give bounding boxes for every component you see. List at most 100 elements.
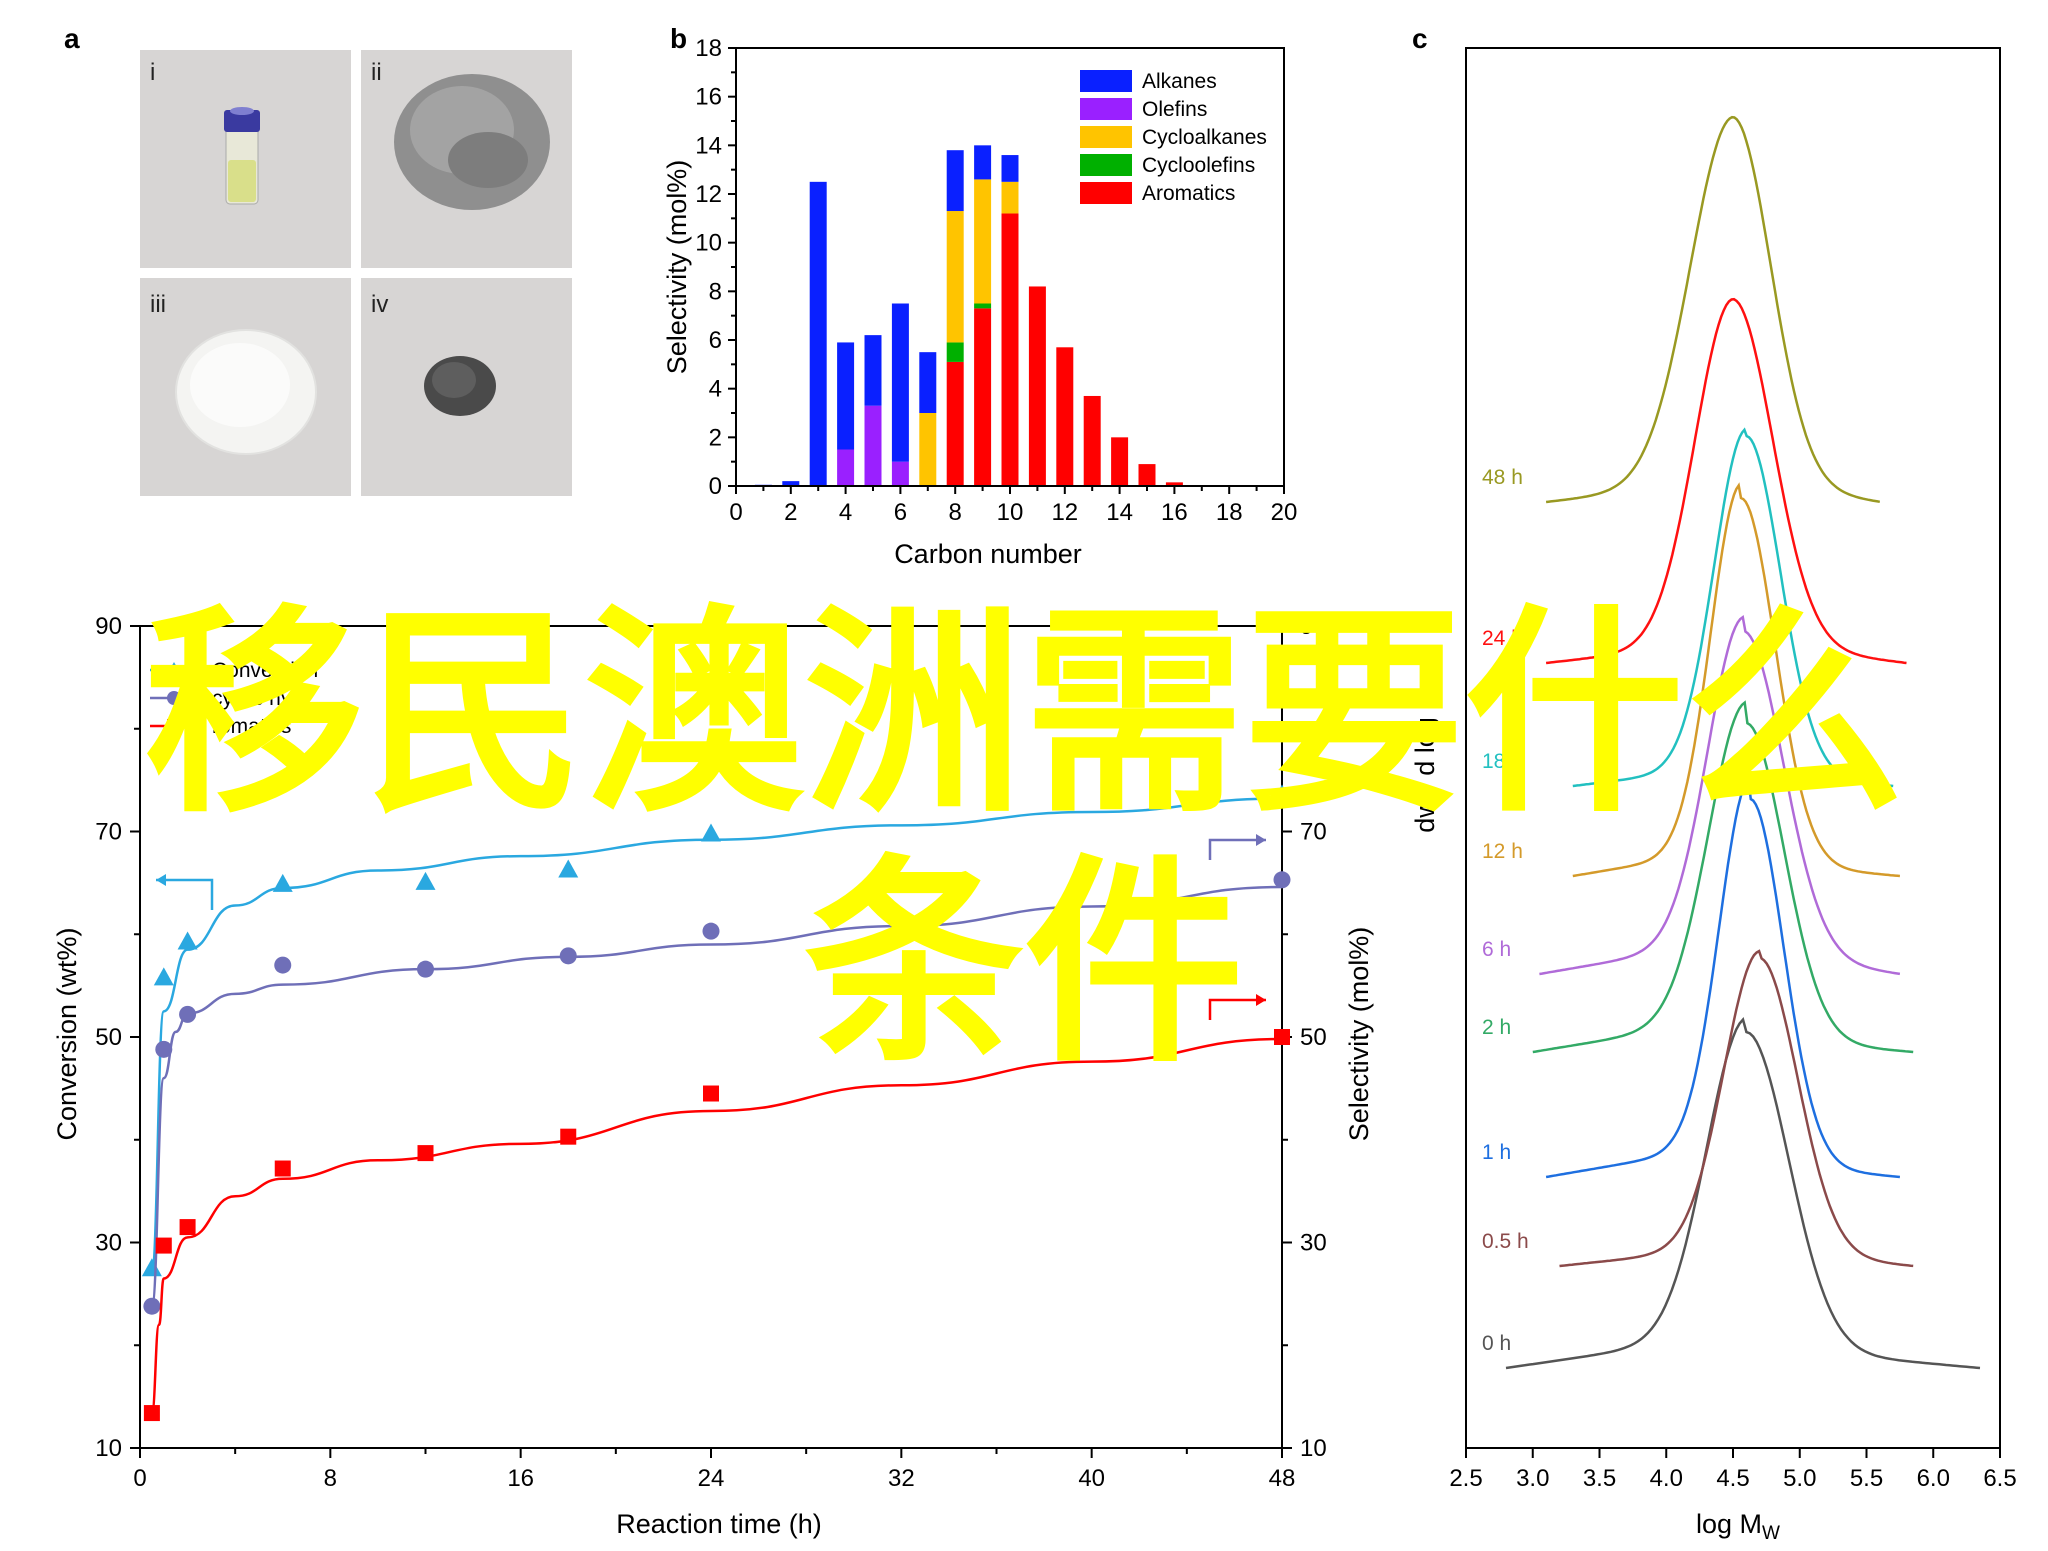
point-triangle bbox=[153, 967, 174, 986]
b-x-tick-label: 8 bbox=[949, 499, 962, 526]
photo-i: i bbox=[140, 50, 351, 268]
c-x-tick-label: 6.0 bbox=[1917, 1465, 1950, 1492]
point-triangle bbox=[272, 873, 293, 892]
bar-cycloolefins-c9 bbox=[974, 303, 992, 309]
c-x-tick-label: 5.0 bbox=[1783, 1465, 1816, 1492]
bar-aromatics-c8 bbox=[946, 361, 964, 486]
photo-iii-label: iii bbox=[150, 291, 166, 318]
grey-powder-icon bbox=[394, 74, 550, 210]
bar-cycloalkanes-c8 bbox=[946, 211, 964, 343]
selectivity-bar-chart: 0 2 4 6 8 10 12 14 16 18 20 0 2 4 6 8 10 12 14 16 18 Alkanes… bbox=[662, 35, 1297, 569]
bar-alkanes-c10 bbox=[1001, 155, 1019, 182]
point-square bbox=[1274, 1029, 1290, 1045]
b-y-tick-label: 0 bbox=[709, 473, 722, 500]
bar-alkanes-c6 bbox=[891, 303, 909, 462]
d-y-right-tick-label: 90 bbox=[1300, 613, 1327, 640]
white-powder-icon bbox=[175, 329, 317, 455]
point-square bbox=[417, 1145, 434, 1162]
d-y-tick-label: 30 bbox=[95, 1230, 122, 1257]
photo-iv-label: iv bbox=[371, 291, 388, 318]
point-triangle bbox=[1272, 784, 1292, 803]
right-axis-arrowhead-red bbox=[1256, 994, 1266, 1006]
legend-swatch-aromatics bbox=[1080, 182, 1132, 204]
legend-swatch-cycloalkanes bbox=[1080, 126, 1132, 148]
b-x-tick-label: 10 bbox=[997, 499, 1024, 526]
point-square bbox=[179, 1219, 196, 1236]
c-x-tick-label: 5.5 bbox=[1850, 1465, 1883, 1492]
right-axis-arrowhead-purple bbox=[1256, 834, 1266, 846]
panel-a-label: a bbox=[64, 23, 80, 54]
c-series: 0 h 0.5 h 1 h 2 h 6 h 12 h 18 h 24 h 48 h bbox=[1482, 115, 1981, 1370]
b-x-tick-label: 18 bbox=[1216, 499, 1243, 526]
point-triangle bbox=[415, 871, 436, 890]
curve-label-0.5h: 0.5 h bbox=[1482, 1230, 1529, 1253]
point-circle bbox=[179, 1005, 197, 1023]
b-y-axis-label: Selectivity (mol%) bbox=[662, 160, 692, 375]
bar-olefins-c4 bbox=[837, 449, 855, 486]
b-x-tick-label: 0 bbox=[729, 499, 742, 526]
bar-aromatics-c11 bbox=[1028, 286, 1046, 486]
d-series bbox=[141, 784, 1292, 1422]
c-y-axis-label: dw / d log M bbox=[1410, 687, 1440, 833]
point-triangle bbox=[558, 859, 579, 878]
c-x-tick-label: 3.0 bbox=[1516, 1465, 1549, 1492]
c-x-axis-label: log MW bbox=[1696, 1509, 1780, 1544]
bar-aromatics-c9 bbox=[974, 308, 992, 486]
d-x-tick-label: 8 bbox=[324, 1465, 337, 1492]
legend-swatch-cycloolefins bbox=[1080, 154, 1132, 176]
curve-0h bbox=[1505, 1017, 1981, 1370]
d-legend-marker bbox=[166, 662, 182, 676]
bar-olefins-c6 bbox=[891, 461, 909, 486]
bar-alkanes-c3 bbox=[809, 181, 827, 487]
b-y-tick-label: 6 bbox=[709, 327, 722, 354]
b-y-tick-label: 12 bbox=[695, 181, 722, 208]
bar-olefins-c5 bbox=[864, 405, 882, 486]
c-x-tick-label: 4.0 bbox=[1650, 1465, 1683, 1492]
b-y-tick-label: 14 bbox=[695, 132, 722, 159]
curve-2h bbox=[1532, 700, 1914, 1054]
curve-12h bbox=[1572, 482, 1901, 878]
b-x-tick-label: 14 bbox=[1106, 499, 1133, 526]
curve-48h bbox=[1545, 115, 1881, 504]
molecular-weight-chart: 2.5 3.0 3.5 4.0 4.5 5.0 5.5 6.0 6.5 0 h0.5 h1 h2… bbox=[1410, 47, 2017, 1544]
b-y-tick-label: 18 bbox=[695, 35, 722, 62]
d-legend-marker bbox=[167, 691, 181, 705]
d-y-right-tick-label: 10 bbox=[1300, 1435, 1327, 1462]
fit-line-square bbox=[150, 1037, 1283, 1415]
bar-cycloalkanes-c10 bbox=[1001, 181, 1019, 214]
c-x-tick-label: 6.5 bbox=[1983, 1465, 2016, 1492]
b-legend: Alkanes Olefins Cycloalkanes Cycloolefins Ar… bbox=[1080, 70, 1267, 205]
photo-iii: iii bbox=[140, 278, 351, 496]
d-y-axis-label: Conversion (wt%) bbox=[52, 927, 82, 1140]
point-circle bbox=[1273, 871, 1291, 889]
c-x-tick-label: 4.5 bbox=[1716, 1465, 1749, 1492]
bar-alkanes-c8 bbox=[946, 150, 964, 212]
bar-alkanes-c4 bbox=[837, 342, 855, 450]
point-square bbox=[703, 1085, 719, 1102]
fit-line-triangle bbox=[150, 797, 1283, 1270]
c-x-axis-label-main: log M bbox=[1696, 1509, 1762, 1539]
vial-icon bbox=[224, 107, 260, 205]
curve-label-24h: 24 h bbox=[1482, 627, 1523, 650]
point-square bbox=[560, 1128, 577, 1145]
curve-label-1h: 1 h bbox=[1482, 1141, 1511, 1164]
d-x-axis-label: Reaction time (h) bbox=[616, 1509, 822, 1539]
right-axis-arrow-purple bbox=[1208, 838, 1266, 860]
watermark: 移民澳洲需要什么 条件 bbox=[144, 586, 1904, 1092]
left-axis-arrowhead bbox=[156, 874, 166, 886]
bar-aromatics-c13 bbox=[1083, 395, 1101, 486]
dark-powder-icon bbox=[424, 356, 496, 416]
bar-alkanes-c5 bbox=[864, 335, 882, 406]
bar-aromatics-c16 bbox=[1165, 482, 1183, 486]
curve-label-6h: 6 h bbox=[1482, 938, 1511, 961]
b-x-tick-label: 6 bbox=[894, 499, 907, 526]
d-y-right-tick-label: 30 bbox=[1300, 1230, 1327, 1257]
point-circle bbox=[559, 947, 577, 965]
legend-label-cycloalkanes: Cycloalkanes bbox=[1142, 126, 1267, 149]
curve-label-48h: 48 h bbox=[1482, 466, 1523, 489]
watermark-line-1: 移民澳洲需要什么 bbox=[144, 586, 1904, 842]
bar-alkanes-c9 bbox=[974, 145, 992, 180]
d-y-tick-label: 90 bbox=[95, 613, 122, 640]
